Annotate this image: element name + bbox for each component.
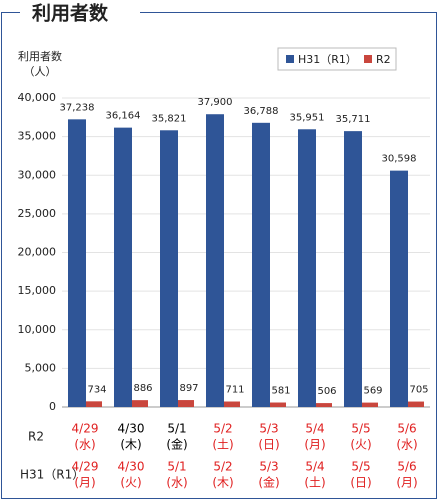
legend-label: H31（R1） (298, 53, 357, 66)
date: 5/4 (305, 422, 324, 436)
y-tick-label: 10,000 (18, 323, 57, 336)
bar (86, 401, 102, 407)
weekday: (木) (120, 438, 141, 452)
value-label: 705 (409, 385, 428, 396)
value-label: 36,788 (244, 106, 279, 117)
weekday: (水) (396, 438, 417, 452)
bar (160, 130, 178, 407)
value-label: 35,951 (290, 112, 325, 123)
bar (408, 401, 424, 407)
chart-title: 利用者数 (32, 2, 109, 25)
date: 4/30 (118, 460, 145, 474)
weekday: (土) (304, 476, 325, 490)
bar (114, 127, 132, 407)
date: 5/6 (397, 422, 416, 436)
bar (298, 129, 316, 408)
y-tick-label: 20,000 (18, 246, 57, 259)
y-tick-label: 25,000 (18, 207, 57, 220)
value-label: 35,821 (152, 113, 187, 124)
value-label: 897 (179, 383, 198, 394)
y-tick-label: 15,000 (18, 284, 57, 297)
y-tick-label: 30,000 (18, 168, 57, 181)
value-label: 37,238 (60, 102, 95, 113)
y-axis-label: （人） (24, 65, 57, 78)
value-label: 886 (133, 383, 152, 394)
weekday: (日) (350, 476, 371, 490)
date: 5/2 (213, 460, 232, 474)
bar (390, 170, 408, 407)
weekday: (火) (350, 438, 371, 452)
date: 5/1 (167, 422, 186, 436)
legend-swatch (286, 55, 294, 63)
bar (206, 114, 224, 407)
weekday: (木) (212, 476, 233, 490)
weekday: (月) (304, 438, 325, 452)
y-tick-label: 0 (49, 400, 56, 413)
legend-label: R2 (376, 53, 391, 66)
weekday: (金) (258, 475, 279, 490)
bar (344, 131, 362, 408)
value-label: 30,598 (382, 154, 417, 165)
date: 4/29 (72, 460, 99, 474)
date: 4/30 (118, 422, 145, 436)
date: 5/6 (397, 460, 416, 474)
y-tick-label: 5,000 (25, 361, 57, 374)
weekday: (水) (74, 438, 95, 452)
value-label: 711 (225, 385, 244, 396)
legend-swatch (364, 55, 372, 63)
weekday: (金) (166, 437, 187, 452)
value-label: 734 (87, 384, 106, 395)
date: 5/5 (351, 422, 370, 436)
y-tick-label: 35,000 (18, 130, 57, 143)
weekday: (日) (258, 438, 279, 452)
date: 5/4 (305, 460, 324, 474)
value-label: 506 (317, 386, 336, 397)
value-label: 35,711 (336, 114, 371, 125)
weekday: (土) (212, 438, 233, 452)
y-tick-label: 40,000 (18, 91, 57, 104)
title-bg (20, 0, 140, 26)
value-label: 37,900 (198, 97, 233, 108)
bar (362, 402, 378, 407)
value-label: 581 (271, 386, 290, 397)
bar (224, 401, 240, 407)
weekday: (月) (396, 476, 417, 490)
value-label: 569 (363, 386, 382, 397)
bar (132, 400, 148, 407)
bar (68, 119, 86, 407)
date: 5/5 (351, 460, 370, 474)
y-axis-label: 利用者数 (18, 50, 62, 63)
date: 5/1 (167, 460, 186, 474)
weekday: (月) (74, 476, 95, 490)
weekday: (水) (166, 476, 187, 490)
bar (178, 400, 194, 407)
date: 5/3 (259, 460, 278, 474)
date: 5/2 (213, 422, 232, 436)
bar (252, 122, 270, 408)
frame (1, 12, 437, 499)
legend (277, 47, 397, 71)
bar (270, 402, 286, 407)
row-label: H31（R1） (20, 468, 84, 482)
value-label: 36,164 (106, 111, 141, 122)
bar (316, 403, 332, 407)
weekday: (火) (120, 476, 141, 490)
date: 5/3 (259, 422, 278, 436)
row-label: R2 (28, 430, 44, 444)
date: 4/29 (72, 422, 99, 436)
